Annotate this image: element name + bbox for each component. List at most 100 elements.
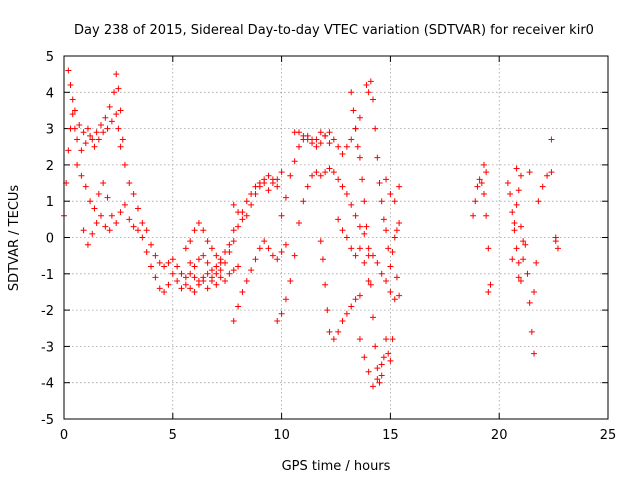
data-point (182, 274, 189, 281)
data-point (117, 209, 124, 216)
data-point (391, 234, 398, 241)
data-point (396, 183, 403, 190)
data-point (89, 230, 96, 237)
series-track-g (230, 238, 289, 324)
data-point (195, 219, 202, 226)
data-point (113, 111, 120, 118)
data-point (143, 249, 150, 256)
data-point (139, 219, 146, 226)
data-point (69, 111, 76, 118)
data-point (526, 299, 533, 306)
data-point (361, 230, 368, 237)
data-point (80, 227, 87, 234)
data-point (187, 259, 194, 266)
data-point (222, 249, 229, 256)
series-track-o (356, 336, 385, 390)
data-point (182, 245, 189, 252)
data-point (330, 336, 337, 343)
data-point (511, 227, 518, 234)
data-point (322, 132, 329, 139)
x-tick-labels: 0 5 10 15 20 25 (60, 428, 616, 443)
data-point (121, 201, 128, 208)
data-point (108, 212, 115, 219)
data-point (524, 270, 531, 277)
data-point (261, 180, 268, 187)
data-point (356, 245, 363, 252)
data-point (208, 267, 215, 274)
data-point (300, 198, 307, 205)
data-point (372, 343, 379, 350)
data-point (117, 107, 124, 114)
data-point (317, 172, 324, 179)
data-point (387, 357, 394, 364)
data-point (309, 140, 316, 147)
data-point (178, 285, 185, 292)
data-point (95, 136, 102, 143)
data-point (507, 190, 514, 197)
data-point (354, 143, 361, 150)
x-tick-label: 15 (382, 428, 399, 443)
data-point (361, 259, 368, 266)
data-point (91, 205, 98, 212)
y-tick-label: -3 (41, 340, 54, 355)
data-point (208, 278, 215, 285)
data-point (278, 310, 285, 317)
data-point (343, 190, 350, 197)
series-track-k (291, 129, 333, 147)
plot-frame (63, 55, 609, 420)
data-point (87, 198, 94, 205)
data-point (269, 180, 276, 187)
data-point (117, 143, 124, 150)
data-point (113, 71, 120, 78)
data-point (383, 227, 390, 234)
data-point (396, 219, 403, 226)
series-track-q (383, 176, 403, 299)
data-point (121, 161, 128, 168)
data-point (204, 259, 211, 266)
data-point (235, 223, 242, 230)
data-point (522, 241, 529, 248)
data-point (504, 180, 511, 187)
data-point (520, 256, 527, 263)
data-point (326, 129, 333, 136)
data-point (278, 169, 285, 176)
data-point (359, 176, 366, 183)
data-point (383, 176, 390, 183)
data-point (544, 172, 551, 179)
data-point (174, 263, 181, 270)
data-point (300, 132, 307, 139)
data-point (317, 238, 324, 245)
data-point (296, 219, 303, 226)
data-point (106, 227, 113, 234)
data-point (139, 234, 146, 241)
data-point (356, 292, 363, 299)
data-point (213, 252, 220, 259)
data-point (335, 176, 342, 183)
data-point (130, 223, 137, 230)
data-point (191, 274, 198, 281)
data-point (391, 296, 398, 303)
data-point (282, 296, 289, 303)
data-point (539, 183, 546, 190)
data-point (226, 270, 233, 277)
data-point (478, 180, 485, 187)
data-point (213, 270, 220, 277)
data-point (148, 263, 155, 270)
data-point (352, 252, 359, 259)
data-point (531, 288, 538, 295)
data-point (517, 278, 524, 285)
data-point (243, 278, 250, 285)
x-tick-label: 5 (169, 428, 177, 443)
chart-title: Day 238 of 2015, Sidereal Day-to-day VTE… (74, 23, 594, 38)
data-point (204, 238, 211, 245)
data-point (319, 256, 326, 263)
series-track-e (182, 219, 224, 266)
series-track-p (363, 78, 400, 270)
data-point (387, 263, 394, 270)
data-point (474, 183, 481, 190)
data-point (65, 147, 72, 154)
data-point (78, 147, 85, 154)
data-point (335, 143, 342, 150)
data-point (291, 158, 298, 165)
data-point (274, 317, 281, 324)
